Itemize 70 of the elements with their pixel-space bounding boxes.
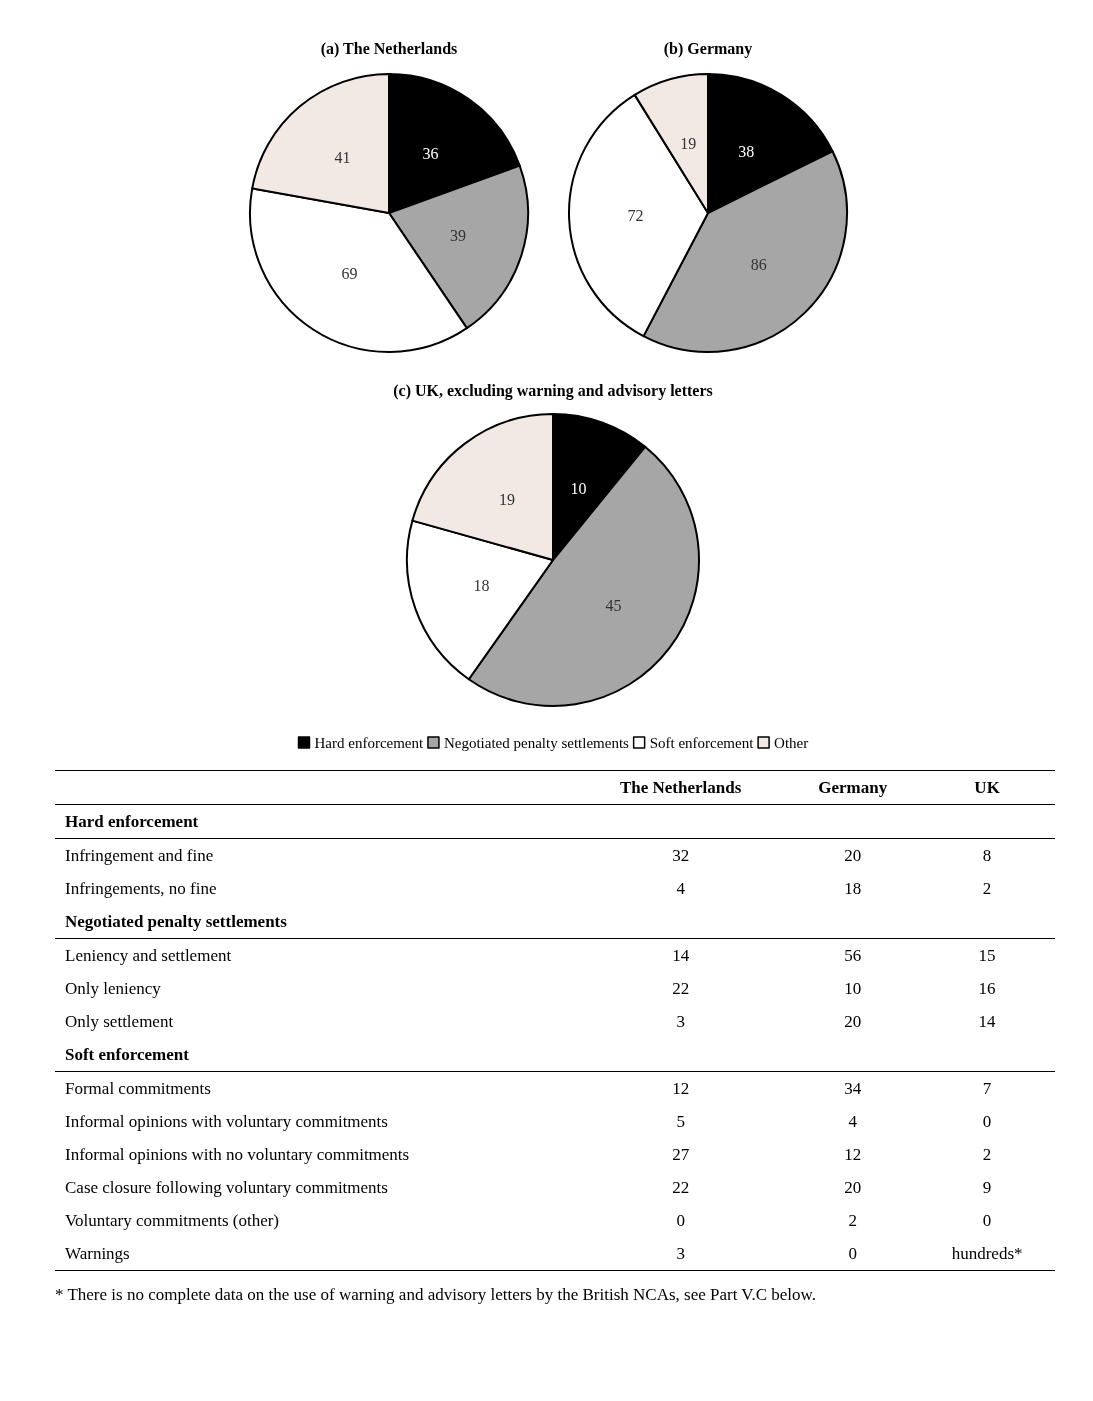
data-label: 72 (627, 207, 644, 225)
chart-title: (c) UK, excluding warning and advisory letters (393, 381, 713, 400)
data-label: 8 (981, 844, 993, 867)
data-label: 10 (843, 977, 863, 1000)
text: The Netherlands (618, 776, 743, 799)
data-label: 2 (981, 877, 993, 900)
data-label: 32 (671, 844, 691, 867)
data-label: 16 (977, 977, 997, 1000)
data-label: 19 (499, 490, 516, 508)
data-label: 0 (981, 1110, 993, 1133)
data-label: 45 (605, 597, 622, 615)
data-label: 18 (843, 877, 863, 900)
category-label: Warnings (64, 1242, 131, 1265)
category-label: Leniency and settlement (64, 944, 233, 967)
category-label: Negotiated penalty settlements (55, 905, 575, 939)
data-label: 12 (843, 1143, 863, 1166)
legend-label: Negotiated penalty settlements (443, 734, 630, 751)
data-label: 0 (981, 1209, 993, 1232)
category-label: Hard enforcement (55, 804, 575, 839)
data-label: 0 (847, 1242, 858, 1265)
data-label: 22 (671, 1176, 691, 1199)
category-label: Infringement and fine (64, 844, 215, 867)
text: UK (973, 776, 1001, 799)
category-label: Informal opinions with voluntary commitments (64, 1110, 389, 1133)
data-label: 20 (843, 1176, 863, 1199)
data-label: 27 (671, 1143, 691, 1166)
data-label: 39 (449, 226, 466, 244)
data-label: 15 (977, 944, 997, 967)
chart-title: (a) The Netherlands (320, 39, 458, 58)
text: hundreds* (951, 1243, 1023, 1263)
category-label: Only leniency (64, 977, 162, 1000)
data-label: 7 (981, 1077, 993, 1100)
data-label: 86 (750, 256, 767, 274)
data-label: 4 (675, 877, 686, 900)
data-label: 22 (671, 977, 691, 1000)
data-label: 2 (847, 1209, 858, 1232)
data-label: 3 (675, 1010, 686, 1033)
data-label: 2 (981, 1143, 993, 1166)
data-label: 20 (843, 1010, 863, 1033)
data-label: 9 (981, 1176, 993, 1199)
category-label: Infringements, no fine (64, 877, 218, 900)
data-label: 69 (341, 265, 358, 283)
data-label: 20 (843, 844, 863, 867)
data-label: 5 (675, 1110, 686, 1133)
chart-title: (b) Germany (663, 39, 753, 58)
data-label: 3 (675, 1242, 686, 1265)
category-label: Formal commitments (64, 1077, 212, 1100)
data-label: 34 (843, 1077, 863, 1100)
legend-label: Soft enforcement (649, 734, 755, 751)
category-label: Soft enforcement (55, 1038, 575, 1072)
data-label: 14 (671, 944, 691, 967)
data-label: 19 (680, 134, 697, 152)
text: Germany (817, 776, 889, 799)
category-label: Voluntary commitments (other) (64, 1209, 281, 1232)
data-label: 10 (570, 479, 587, 497)
legend-label: Hard enforcement (314, 734, 425, 751)
data-label: 14 (977, 1010, 997, 1033)
data-label: 4 (847, 1110, 858, 1133)
data-label: 36 (422, 145, 439, 163)
data-label: 18 (473, 576, 490, 594)
text: * There is no complete data on the use of warning and advisory letters by the British NCAs, see Part V.C below. (55, 1285, 817, 1305)
data-label: 41 (334, 148, 351, 166)
data-label: 56 (843, 944, 863, 967)
category-label: Informal opinions with no voluntary commitments (64, 1143, 411, 1166)
data-label: 0 (675, 1209, 686, 1232)
category-label: Only settlement (64, 1010, 175, 1033)
data-label: 38 (738, 142, 755, 160)
data-label: 12 (671, 1077, 691, 1100)
category-label: Case closure following voluntary commitments (64, 1176, 389, 1199)
legend-label: Other (774, 734, 809, 751)
